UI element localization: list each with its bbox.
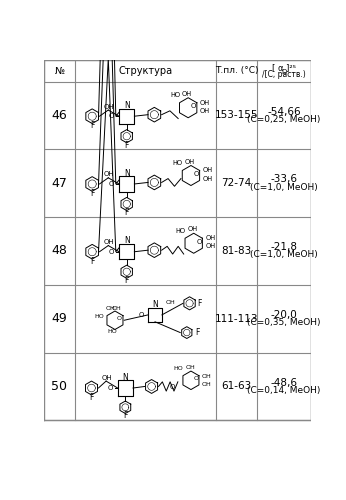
Text: HO: HO: [170, 92, 180, 98]
Text: OH: OH: [166, 300, 176, 306]
Text: -21,8: -21,8: [270, 242, 298, 252]
Text: -20,0: -20,0: [271, 310, 297, 320]
Text: O: O: [117, 316, 122, 321]
Text: (C=0,14, MeOH): (C=0,14, MeOH): [247, 386, 321, 395]
Text: OH: OH: [104, 104, 115, 110]
Text: 47: 47: [52, 176, 67, 190]
Text: F: F: [89, 393, 94, 402]
Text: OH: OH: [104, 172, 115, 177]
Text: OH: OH: [106, 306, 115, 311]
Text: F: F: [90, 189, 94, 198]
Text: (C=1,0, MeOH): (C=1,0, MeOH): [250, 182, 318, 192]
Text: (C=1,0, MeOH): (C=1,0, MeOH): [250, 250, 318, 260]
Text: F: F: [198, 299, 202, 308]
Text: /[С, раств.): /[С, раств.): [262, 70, 306, 79]
Text: OH: OH: [102, 374, 112, 380]
Text: OH: OH: [200, 100, 210, 105]
Text: -33,6: -33,6: [270, 174, 298, 184]
Text: F: F: [125, 276, 129, 285]
Text: 72-74: 72-74: [221, 178, 252, 188]
Text: Структура: Структура: [118, 66, 172, 76]
Text: HO: HO: [107, 330, 117, 334]
Text: N: N: [124, 236, 130, 246]
Text: OH: OH: [202, 382, 211, 386]
Text: (C=0,35, MeOH): (C=0,35, MeOH): [247, 318, 321, 327]
Text: 153-155: 153-155: [215, 110, 258, 120]
Text: 81-83: 81-83: [221, 246, 252, 256]
Text: N: N: [124, 101, 130, 110]
Text: OH: OH: [112, 306, 122, 311]
Text: №: №: [54, 66, 64, 76]
Text: HO: HO: [175, 228, 186, 234]
Text: O: O: [193, 376, 199, 382]
Text: O: O: [139, 312, 144, 318]
Text: 111-113: 111-113: [215, 314, 258, 324]
Text: O: O: [191, 103, 197, 109]
Text: F: F: [90, 122, 94, 130]
Text: (C=0,25, MeOH): (C=0,25, MeOH): [247, 115, 321, 124]
Text: OH: OH: [104, 239, 115, 245]
Text: OH: OH: [205, 236, 215, 242]
Text: HO: HO: [174, 366, 183, 370]
Text: O: O: [109, 181, 115, 187]
Text: F: F: [125, 208, 129, 218]
Text: OH: OH: [202, 168, 212, 173]
Text: HO: HO: [173, 160, 183, 166]
Text: O: O: [170, 384, 175, 390]
Text: 49: 49: [52, 312, 67, 325]
Text: 48: 48: [52, 244, 67, 258]
Text: N: N: [124, 168, 130, 177]
Text: 61-63: 61-63: [221, 382, 252, 392]
Text: OH: OH: [186, 364, 196, 370]
Text: OH: OH: [202, 176, 212, 182]
Text: O: O: [197, 238, 202, 244]
Text: F: F: [125, 140, 129, 149]
Text: O: O: [108, 385, 113, 391]
Text: -54,66: -54,66: [267, 106, 301, 117]
Text: 50: 50: [52, 380, 67, 393]
Text: O: O: [194, 171, 199, 177]
Text: OH: OH: [202, 374, 211, 379]
Text: OH: OH: [200, 108, 210, 114]
Text: 46: 46: [52, 109, 67, 122]
Text: OH: OH: [185, 158, 195, 164]
Text: F: F: [90, 257, 94, 266]
Text: F: F: [123, 412, 128, 420]
Text: F: F: [195, 328, 199, 337]
Text: -48,6: -48,6: [270, 378, 298, 388]
Text: OH: OH: [205, 244, 215, 250]
Text: OH: OH: [182, 91, 192, 97]
Text: D: D: [281, 68, 286, 74]
Text: N: N: [122, 372, 128, 382]
Text: N: N: [152, 300, 158, 310]
Text: OH: OH: [188, 226, 198, 232]
Text: O: O: [109, 113, 115, 119]
Text: O: O: [109, 248, 115, 254]
Text: [ α ]²⁵: [ α ]²⁵: [272, 63, 296, 72]
Text: HO: HO: [94, 314, 104, 319]
Text: Т.пл. (°C): Т.пл. (°C): [215, 66, 258, 76]
